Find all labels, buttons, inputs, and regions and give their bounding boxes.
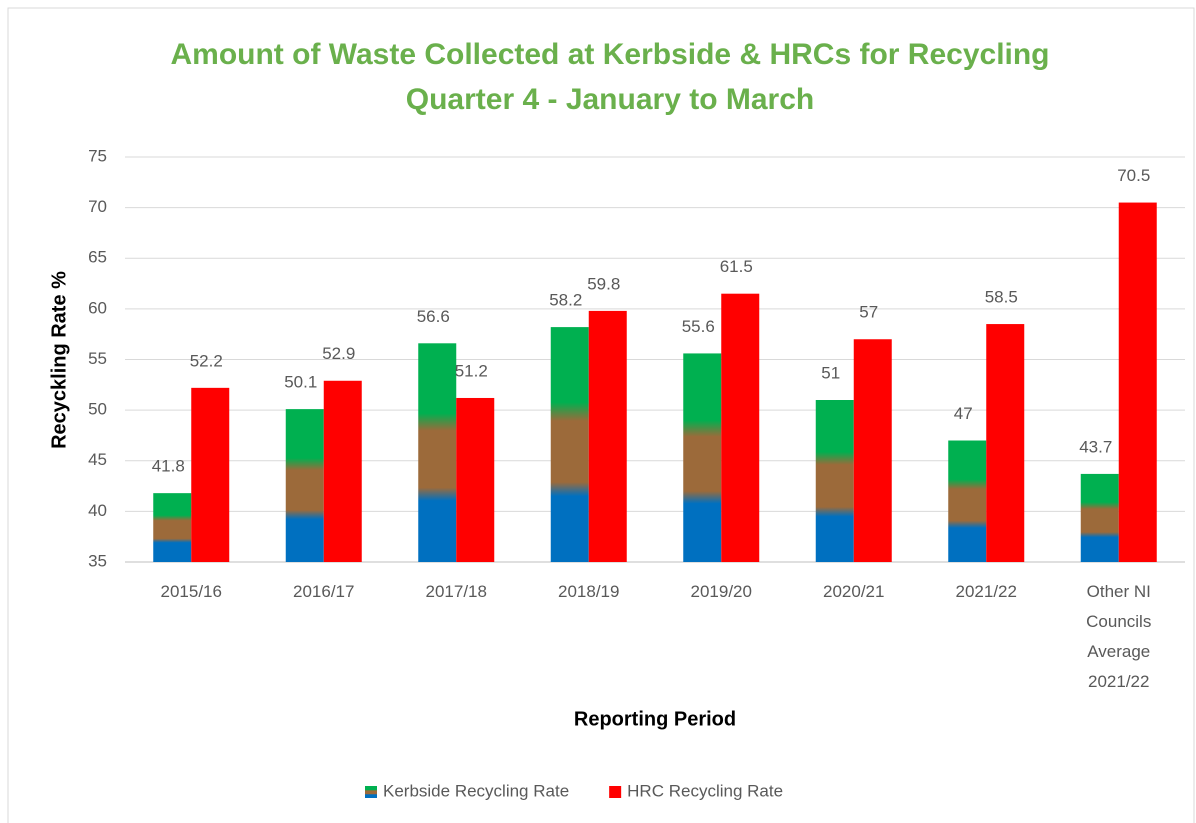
bar (323, 380, 362, 562)
x-tick-label: 2015/16 (160, 582, 222, 601)
x-tick-label: 2018/19 (558, 582, 620, 601)
bar (456, 397, 495, 562)
legend-swatch (365, 786, 377, 798)
x-tick-label: 2019/20 (690, 582, 752, 601)
bar (721, 293, 760, 562)
data-label: 61.5 (720, 257, 753, 276)
bar (418, 343, 457, 562)
chart-subtitle: Quarter 4 - January to March (406, 83, 814, 116)
border (7, 7, 1195, 823)
x-tick-label: Other NI Councils Average 2021/22 (1086, 582, 1152, 691)
data-label: 52.9 (322, 344, 355, 363)
x-tick-label: 2016/17 (293, 582, 355, 601)
y-tick-label: 65 (88, 248, 107, 267)
bar (1118, 202, 1157, 562)
bar (948, 440, 987, 562)
data-label: 57 (859, 303, 878, 322)
data-label: 55.6 (682, 317, 715, 336)
data-label: 51.2 (455, 361, 488, 380)
data-label: 58.2 (549, 291, 582, 310)
x-axis-label: Reporting Period (574, 708, 736, 730)
bar (285, 409, 324, 562)
bar (550, 327, 589, 562)
y-axis-label: Recyckling Rate % (48, 271, 70, 449)
bar (1080, 473, 1119, 562)
legend-swatch (609, 786, 622, 798)
y-tick-label: 45 (88, 450, 107, 469)
y-tick-label: 75 (88, 146, 107, 165)
y-tick-label: 55 (88, 349, 107, 368)
bar (986, 324, 1025, 562)
y-tick-label: 60 (88, 298, 107, 317)
data-label: 52.2 (190, 351, 223, 370)
data-label: 47 (954, 404, 973, 423)
legend-label: Kerbside Recycling Rate (383, 781, 569, 800)
bar (153, 493, 192, 562)
y-tick-label: 50 (88, 400, 107, 419)
data-label: 41.8 (152, 457, 185, 476)
x-tick-label: 2021/22 (955, 582, 1017, 601)
bar (588, 310, 627, 562)
y-tick-label: 70 (88, 197, 107, 216)
data-label: 59.8 (587, 274, 620, 293)
data-label: 56.6 (417, 307, 450, 326)
y-tick-label: 40 (88, 501, 107, 520)
data-label: 43.7 (1079, 437, 1112, 456)
bar (683, 353, 722, 562)
chart-title: Amount of Waste Collected at Kerbside & … (170, 38, 1049, 71)
bar (815, 400, 854, 562)
data-label: 51 (821, 363, 840, 382)
x-tick-label: 2017/18 (425, 582, 487, 601)
x-tick-label: 2020/21 (823, 582, 885, 601)
y-tick-label: 35 (88, 551, 107, 570)
bar (853, 339, 892, 562)
data-label: 50.1 (284, 373, 317, 392)
data-label: 58.5 (985, 288, 1018, 307)
data-label: 70.5 (1117, 166, 1150, 185)
bar (191, 387, 230, 562)
legend-label: HRC Recycling Rate (627, 781, 783, 800)
